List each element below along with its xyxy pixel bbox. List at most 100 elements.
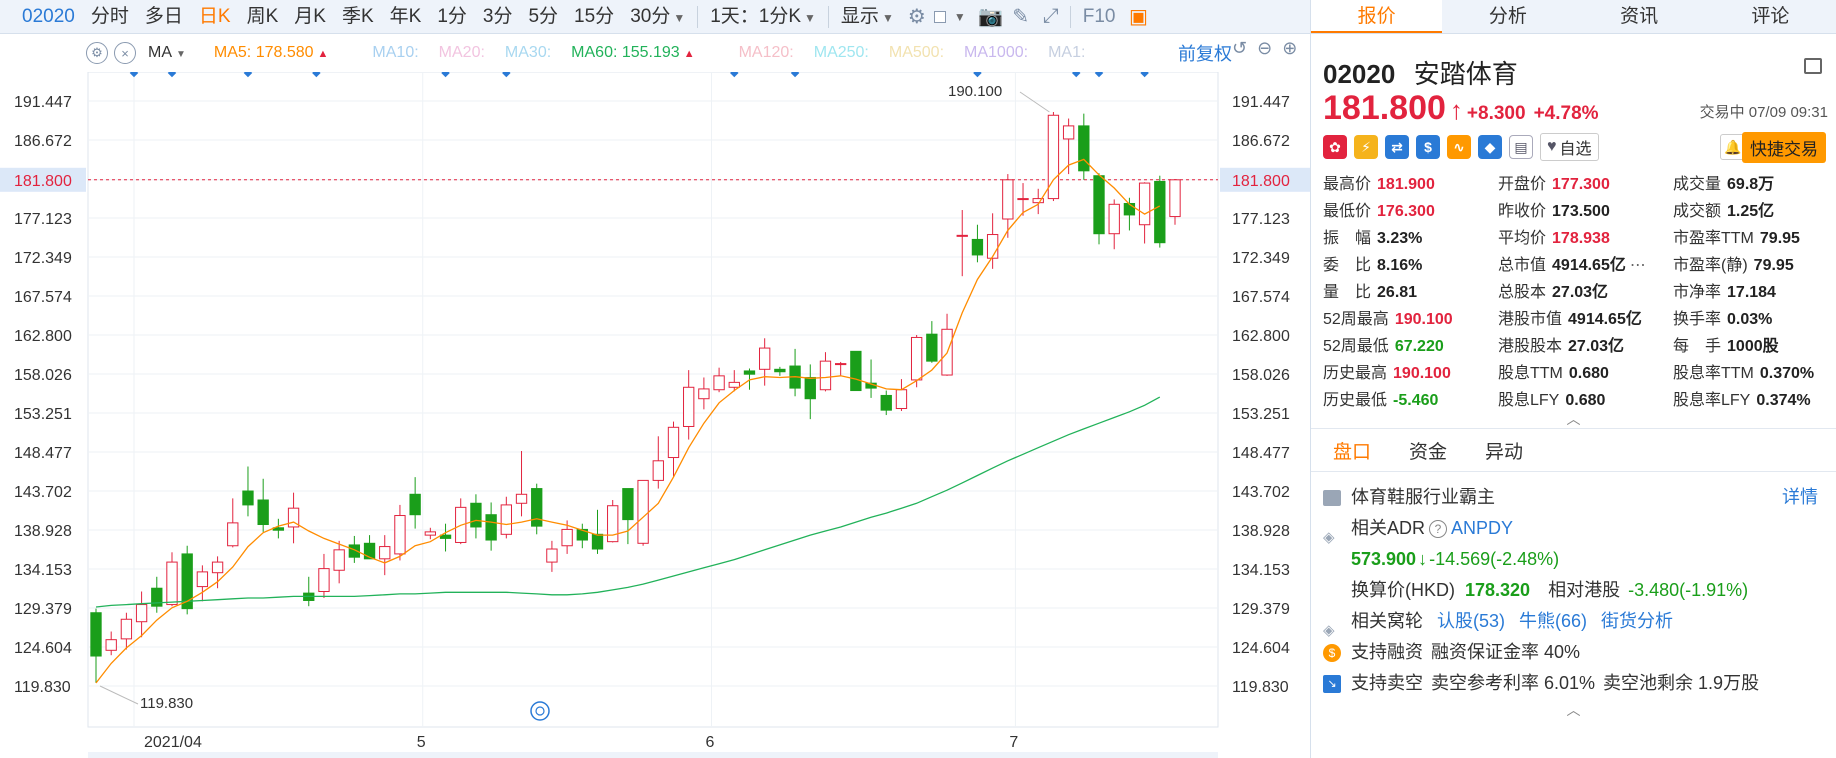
candle-body: [394, 515, 406, 555]
ma-select[interactable]: MA ▼: [148, 44, 186, 62]
fullscreen-icon[interactable]: ⤢: [1042, 5, 1059, 27]
event-marker-icon[interactable]: [441, 72, 450, 78]
period-tab[interactable]: 15分: [574, 5, 615, 27]
sub-tab[interactable]: 资金: [1409, 441, 1448, 463]
toolbar: 02020 分时 多日 日K 周K 月K 季K 年K 1分 3分 5分 15分 30分 ▼ 1天：1分…: [0, 0, 1310, 34]
ma20-label: MA20:: [438, 44, 485, 61]
candle-body: [1093, 175, 1105, 235]
zoom-out-icon[interactable]: ⊖: [1257, 38, 1273, 58]
quote-value: 0.680: [1568, 365, 1609, 382]
y-tick-label-right: 186.672: [1232, 133, 1290, 150]
period-tab[interactable]: 年K: [389, 5, 422, 27]
panel-toggle-icon[interactable]: ▣: [1129, 6, 1148, 28]
price-change-pct: +4.78%: [1533, 103, 1599, 124]
undo-icon[interactable]: ↺: [1232, 38, 1248, 58]
candle-body: [485, 514, 497, 541]
period-tab[interactable]: 周K: [246, 5, 279, 27]
quote-value: 190.100: [1394, 311, 1453, 328]
event-marker-icon[interactable]: [502, 72, 511, 78]
trend-icon[interactable]: ∿: [1447, 135, 1471, 159]
ma1x-label: MA1:: [1048, 44, 1086, 61]
ma-close-icon[interactable]: ×: [114, 42, 136, 64]
zoom-in-icon[interactable]: ⊕: [1282, 38, 1298, 58]
period-tab[interactable]: 多日: [144, 5, 183, 27]
candle-body: [90, 612, 102, 657]
adr-code-link[interactable]: ANPDY: [1451, 518, 1514, 538]
camera-icon[interactable]: 📷: [978, 6, 1004, 28]
jiehuo-link[interactable]: 街货分析: [1601, 611, 1674, 631]
help-icon[interactable]: ?: [1429, 519, 1448, 538]
candle-body: [1154, 180, 1166, 244]
x-tick-label: 6: [705, 734, 714, 751]
niuxiong-link[interactable]: 牛熊(66): [1519, 611, 1588, 631]
quote-value: 190.100: [1393, 365, 1451, 382]
shuffle-icon[interactable]: ⇄: [1385, 135, 1409, 159]
quick-trade-button[interactable]: 快捷交易: [1742, 131, 1826, 163]
adr-change: -14.569(-2.48%): [1429, 549, 1560, 569]
detail-link[interactable]: 详情: [1782, 487, 1818, 507]
y-tick-label-right: 119.830: [1232, 679, 1289, 696]
kline-chart[interactable]: 191.447 191.447 186.672 186.672 181.800 181.8…: [0, 72, 1310, 758]
scrollbar[interactable]: [88, 752, 1218, 758]
watchlist-label: 自选: [1559, 141, 1592, 158]
margin-label: 支持融资: [1351, 642, 1423, 662]
adjust-select[interactable]: 前复权: [1178, 44, 1232, 64]
draw-checkbox[interactable]: [933, 10, 946, 23]
range-select[interactable]: 1天：1分K ▼: [702, 0, 824, 34]
period-tab[interactable]: 3分: [482, 5, 513, 27]
panel-tab[interactable]: 报价: [1311, 0, 1443, 33]
period-tab[interactable]: 季K: [341, 5, 374, 27]
quote-item: 股息率LFY 0.374%: [1673, 387, 1836, 414]
panel-tab[interactable]: 评论: [1751, 6, 1790, 27]
f10-button[interactable]: F10: [1082, 5, 1116, 27]
quote-value: 17.184: [1727, 284, 1776, 301]
y-tick-label-right: 191.447: [1232, 94, 1290, 111]
rengu-link[interactable]: 认股(53): [1437, 611, 1506, 631]
panel-tab[interactable]: 资讯: [1620, 6, 1659, 27]
panel-tab[interactable]: 分析: [1488, 6, 1527, 27]
adr-price-row: 573.900 ↓ -14.569(-2.48%): [1323, 544, 1824, 575]
candle-body: [1078, 125, 1090, 172]
ma-bar: ⚙ × MA ▼ MA5: 178.580 ▲ MA10: MA20: MA30: …: [0, 34, 1232, 72]
chevron-up-icon[interactable]: ︿: [1566, 411, 1581, 427]
tag-icon[interactable]: ◆: [1478, 135, 1502, 159]
settings-icon[interactable]: ⚙: [907, 6, 926, 28]
period-tab[interactable]: 1分: [437, 5, 467, 27]
chevron-up-icon[interactable]: ︿: [1566, 702, 1581, 718]
chevron-down-icon[interactable]: ▼: [953, 9, 966, 24]
current-price-tag-right: [1220, 167, 1310, 192]
ma-settings-icon[interactable]: ⚙: [86, 42, 108, 64]
candle-body: [834, 363, 847, 366]
conv-value: 178.320: [1465, 580, 1531, 600]
sub-tab[interactable]: 异动: [1485, 441, 1524, 463]
note-icon[interactable]: ▤: [1509, 135, 1533, 159]
divider: [827, 5, 829, 28]
quote-item: 股息率TTM 0.370%: [1673, 360, 1836, 387]
period-tab[interactable]: 分时: [90, 5, 129, 27]
period-tab[interactable]: 5分: [528, 5, 559, 27]
menu-icon[interactable]: [1804, 58, 1822, 74]
period-30min[interactable]: 30分 ▼: [622, 0, 693, 34]
quote-item: 振 幅 3.23%: [1323, 225, 1498, 252]
stock-header: 02020 安踏体育: [1311, 34, 1836, 89]
stock-code-tab[interactable]: 02020: [22, 5, 75, 27]
sub-tab[interactable]: 盘口: [1333, 441, 1372, 463]
ma250-label: MA250:: [813, 44, 869, 61]
hk-flag-icon[interactable]: ✿: [1323, 135, 1347, 159]
more-icon[interactable]: ⋯: [1629, 257, 1646, 274]
plot-area: [87, 72, 1219, 728]
display-select[interactable]: 显示 ▼: [833, 0, 902, 34]
quote-label: 委 比: [1323, 257, 1372, 274]
locate-icon[interactable]: [530, 701, 550, 721]
candle-body: [576, 528, 588, 541]
period-tab[interactable]: 月K: [294, 5, 326, 27]
dollar-icon[interactable]: $: [1416, 135, 1440, 159]
period-tab[interactable]: 日K: [198, 5, 231, 27]
quote-item: 成交量 69.8万: [1673, 171, 1836, 198]
level2-icon[interactable]: ⚡: [1354, 135, 1378, 159]
add-watchlist-button[interactable]: ♥ 自选: [1540, 133, 1599, 161]
event-marker-icon[interactable]: [312, 72, 321, 78]
pen-icon[interactable]: ✎: [1012, 6, 1030, 28]
quote-label: 历史最低: [1323, 392, 1388, 409]
